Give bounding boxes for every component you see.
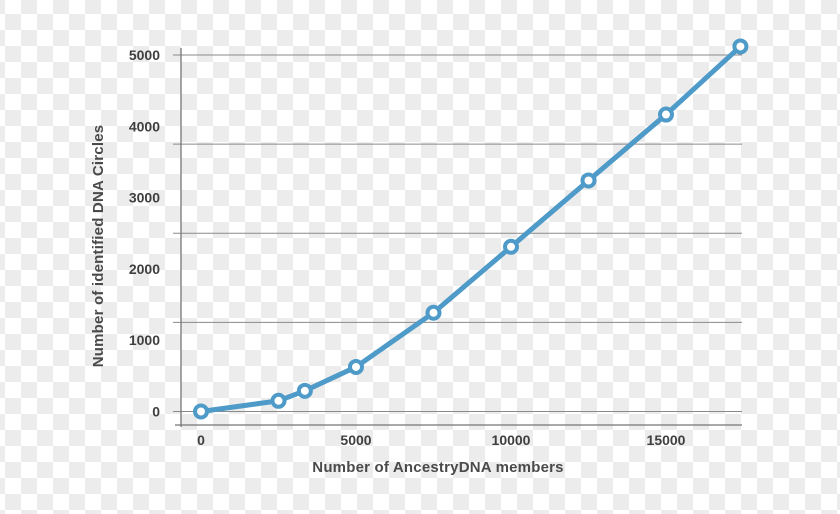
data-point-marker — [296, 382, 313, 399]
y-tick-label: 1000 — [129, 332, 160, 348]
data-line — [198, 43, 743, 414]
data-point-marker — [658, 106, 674, 123]
y-tick-label: 2000 — [129, 261, 160, 277]
data-point-marker — [732, 38, 749, 55]
tick-labels-layer: 0 1000 2000 3000 4000 5000 0 5000 10000 15000 — [129, 47, 686, 448]
data-point-marker — [193, 403, 209, 420]
x-tick-label: 10000 — [492, 432, 531, 448]
x-tick-label: 5000 — [340, 432, 371, 448]
data-point-marker — [425, 304, 442, 321]
data-series-layer — [193, 38, 749, 420]
gridlines-layer — [173, 54, 742, 412]
data-point-marker — [503, 238, 519, 255]
axes-layer — [175, 48, 742, 427]
y-tick-label: 5000 — [129, 47, 160, 63]
data-point-marker — [580, 172, 597, 189]
data-point-marker — [348, 358, 364, 375]
x-tick-label: 0 — [197, 432, 205, 448]
y-axis-title: Number of identified DNA Circles — [90, 125, 107, 368]
x-tick-label: 15000 — [647, 432, 686, 448]
y-tick-label: 4000 — [129, 118, 160, 134]
data-point-marker — [270, 392, 287, 409]
y-tick-label: 3000 — [129, 190, 160, 206]
x-axis-title: Number of AncestryDNA members — [312, 459, 563, 476]
y-tick-label: 0 — [152, 404, 160, 420]
